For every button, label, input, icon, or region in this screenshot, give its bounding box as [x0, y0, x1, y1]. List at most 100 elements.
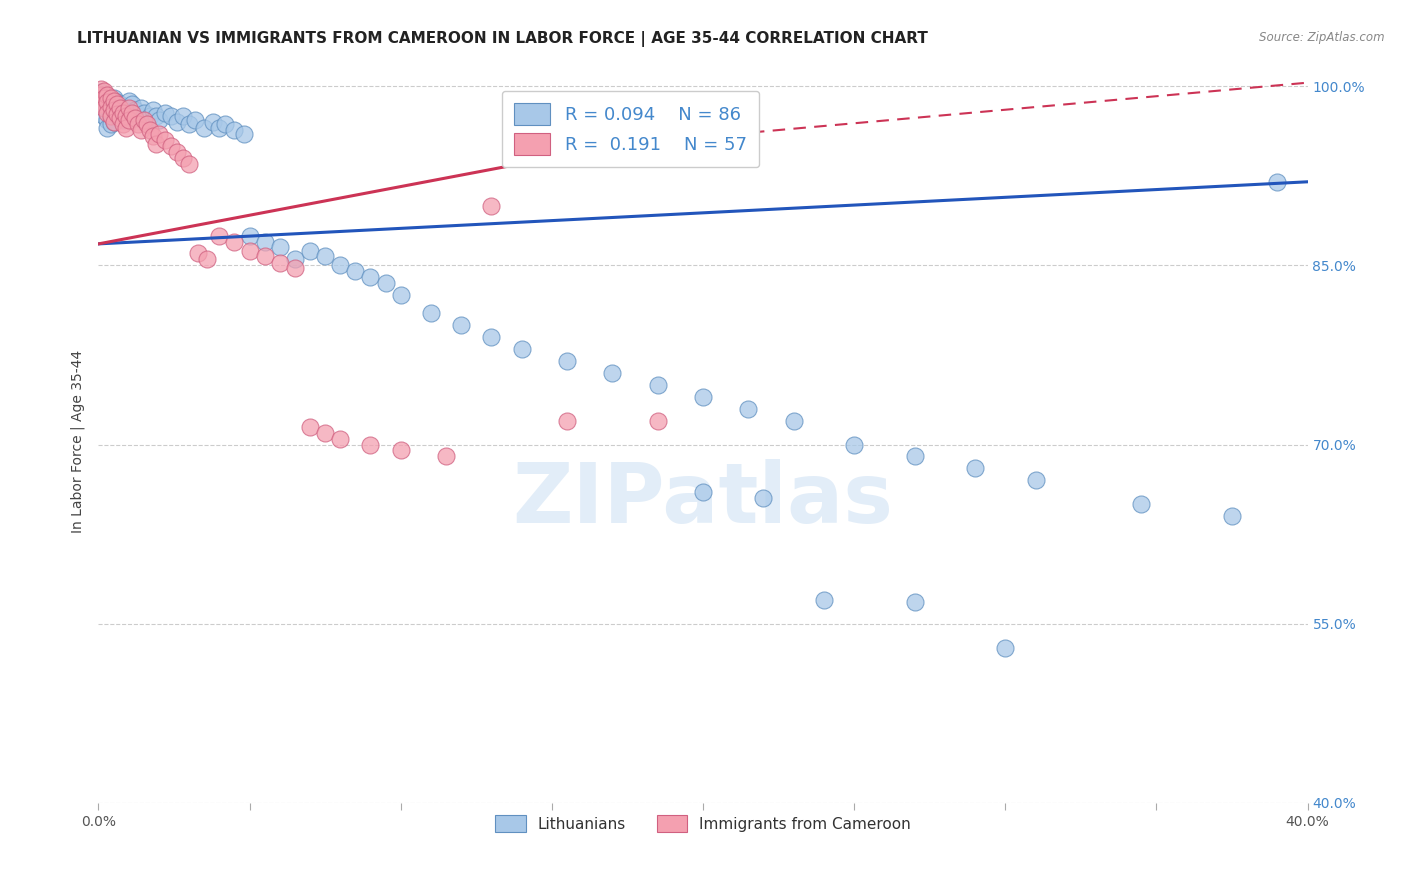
- Point: [160, 109, 183, 123]
- Point: [172, 109, 194, 123]
- Point: [166, 145, 188, 159]
- Point: [195, 252, 218, 267]
- Point: [127, 118, 149, 132]
- Text: ZIPatlas: ZIPatlas: [513, 458, 893, 540]
- Point: [184, 112, 207, 127]
- Point: [374, 277, 396, 291]
- Point: [193, 121, 215, 136]
- Point: [90, 97, 112, 112]
- Point: [994, 640, 1017, 655]
- Point: [139, 123, 162, 137]
- Point: [100, 109, 122, 123]
- Point: [121, 97, 143, 112]
- Point: [114, 121, 136, 136]
- Point: [329, 259, 352, 273]
- Point: [187, 246, 209, 260]
- Point: [103, 94, 125, 108]
- Point: [284, 252, 307, 267]
- Point: [214, 118, 236, 132]
- Point: [1267, 175, 1289, 189]
- Point: [1130, 497, 1153, 511]
- Point: [96, 87, 118, 102]
- Point: [239, 244, 262, 258]
- Point: [108, 105, 131, 120]
- Point: [108, 97, 131, 112]
- Point: [647, 414, 669, 428]
- Point: [783, 414, 806, 428]
- Point: [202, 115, 225, 129]
- Point: [434, 450, 457, 464]
- Point: [232, 127, 254, 141]
- Point: [253, 249, 276, 263]
- Point: [481, 330, 503, 344]
- Point: [111, 105, 134, 120]
- Point: [145, 136, 167, 151]
- Point: [105, 101, 128, 115]
- Point: [602, 366, 624, 380]
- Point: [555, 414, 578, 428]
- Point: [965, 461, 987, 475]
- Point: [160, 139, 183, 153]
- Point: [737, 401, 759, 416]
- Point: [1220, 509, 1243, 524]
- Point: [90, 87, 112, 102]
- Point: [132, 112, 155, 127]
- Point: [93, 101, 115, 115]
- Point: [179, 118, 201, 132]
- Point: [269, 240, 291, 254]
- Point: [118, 101, 141, 115]
- Point: [142, 129, 165, 144]
- Point: [96, 95, 118, 109]
- Point: [114, 101, 136, 115]
- Point: [904, 450, 927, 464]
- Point: [389, 443, 412, 458]
- Point: [314, 249, 336, 263]
- Point: [135, 112, 157, 127]
- Point: [224, 235, 246, 249]
- Point: [90, 97, 112, 112]
- Text: LITHUANIAN VS IMMIGRANTS FROM CAMEROON IN LABOR FORCE | AGE 35-44 CORRELATION CH: LITHUANIAN VS IMMIGRANTS FROM CAMEROON I…: [77, 31, 928, 47]
- Point: [96, 121, 118, 136]
- Point: [100, 99, 122, 113]
- Point: [450, 318, 472, 332]
- Point: [647, 377, 669, 392]
- Y-axis label: In Labor Force | Age 35-44: In Labor Force | Age 35-44: [70, 350, 86, 533]
- Point: [148, 127, 170, 141]
- Point: [105, 109, 128, 123]
- Point: [96, 95, 118, 109]
- Point: [96, 105, 118, 120]
- Point: [166, 115, 188, 129]
- Point: [114, 109, 136, 123]
- Point: [314, 425, 336, 440]
- Point: [90, 85, 112, 99]
- Point: [100, 91, 122, 105]
- Point: [132, 105, 155, 120]
- Point: [360, 270, 382, 285]
- Point: [148, 112, 170, 127]
- Point: [100, 94, 122, 108]
- Point: [105, 95, 128, 109]
- Point: [100, 99, 122, 113]
- Point: [114, 109, 136, 123]
- Point: [904, 595, 927, 609]
- Point: [481, 199, 503, 213]
- Point: [360, 437, 382, 451]
- Point: [692, 390, 714, 404]
- Point: [108, 101, 131, 115]
- Point: [100, 109, 122, 123]
- Point: [103, 103, 125, 117]
- Point: [389, 288, 412, 302]
- Point: [93, 91, 115, 105]
- Point: [103, 115, 125, 129]
- Point: [90, 91, 112, 105]
- Point: [145, 109, 167, 123]
- Point: [224, 123, 246, 137]
- Point: [179, 157, 201, 171]
- Point: [135, 118, 157, 132]
- Point: [208, 121, 231, 136]
- Point: [93, 84, 115, 98]
- Point: [103, 115, 125, 129]
- Point: [105, 97, 128, 112]
- Point: [105, 106, 128, 120]
- Point: [172, 151, 194, 165]
